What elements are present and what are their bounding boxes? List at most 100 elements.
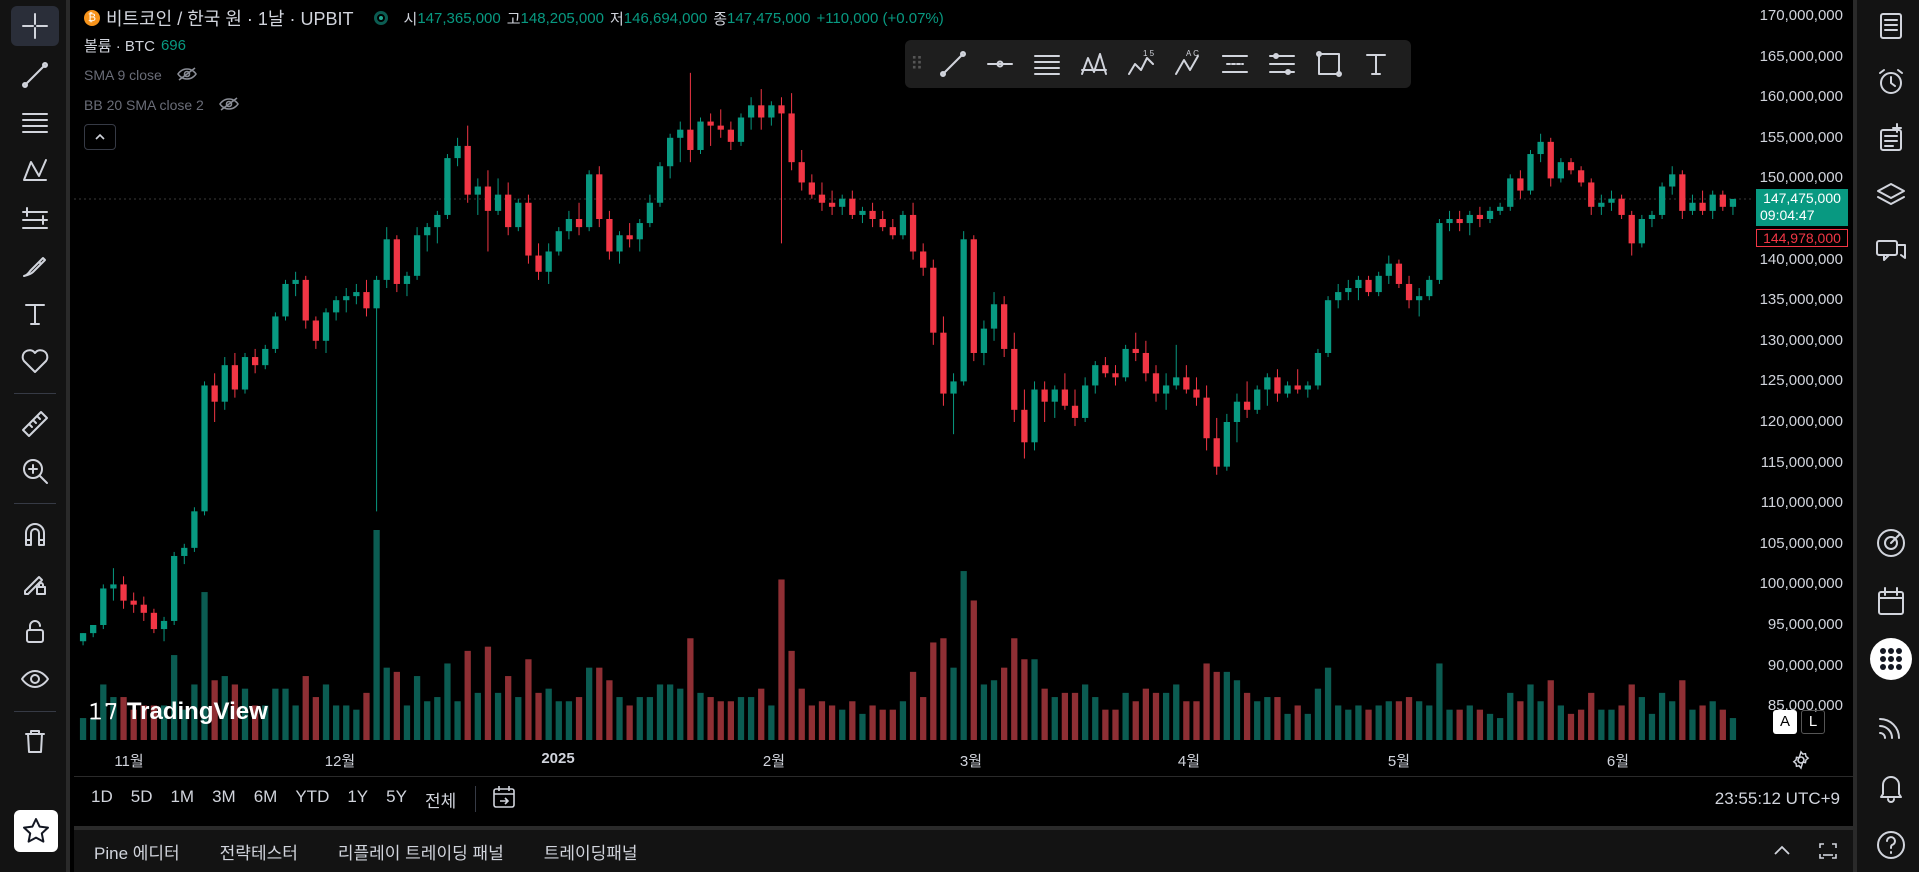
collapse-legend-button[interactable]	[84, 124, 116, 150]
text-tool-icon[interactable]	[11, 294, 59, 334]
abc-wave-icon[interactable]: A C	[1164, 40, 1211, 88]
bottom-tab[interactable]: 리플레이 트레이딩 패널	[337, 843, 504, 863]
range-button[interactable]: 3M	[212, 786, 236, 806]
ruler-icon[interactable]	[11, 404, 59, 444]
last-price-tag[interactable]: 147,475,000 09:04:47	[1756, 189, 1848, 226]
calendar-icon[interactable]	[1869, 580, 1913, 624]
candle-body	[1466, 214, 1473, 224]
bottom-tab[interactable]: 트레이딩패널	[543, 843, 638, 863]
hidden-eye-icon[interactable]	[176, 66, 198, 85]
drag-handle-icon[interactable]: ⠿	[910, 53, 924, 74]
volume-legend-row[interactable]: 볼륨 · BTC 696	[84, 30, 944, 60]
candle-body	[920, 251, 927, 268]
candle-countdown: 09:04:47	[1760, 207, 1815, 223]
lock-icon[interactable]	[11, 611, 59, 651]
fib-levels-icon[interactable]	[1023, 40, 1070, 88]
visibility-eye-icon[interactable]	[11, 659, 59, 699]
candle-body	[353, 292, 360, 297]
range-button[interactable]: 전체	[424, 791, 457, 811]
lock-drawing-icon[interactable]	[11, 563, 59, 603]
candle-body	[879, 219, 886, 228]
volume-bar	[1618, 705, 1625, 740]
trash-icon[interactable]	[11, 721, 59, 761]
watchlist-icon[interactable]	[1869, 4, 1913, 48]
volume-bar	[909, 671, 917, 740]
chevron-up-icon[interactable]	[1770, 839, 1794, 863]
bottom-tab[interactable]: 전략테스터	[219, 843, 298, 863]
crosshair-icon[interactable]	[11, 6, 59, 46]
candle-body	[1162, 385, 1170, 394]
volume-bar	[1071, 692, 1079, 740]
volume-bar	[1486, 713, 1494, 740]
volume-bar	[1233, 680, 1241, 740]
pattern-icon[interactable]	[11, 150, 59, 190]
candle-body	[312, 320, 320, 341]
volume-label: 볼륨 · BTC	[84, 37, 155, 55]
favorites-heart-icon[interactable]	[11, 341, 59, 381]
object-tree-plus-icon[interactable]	[1869, 116, 1913, 160]
chart-settings-gear-icon[interactable]	[1789, 748, 1813, 777]
go-to-date-calendar-icon[interactable]	[490, 783, 518, 816]
volume-bar	[1496, 718, 1504, 740]
price-tick: 155,000,000	[1759, 128, 1843, 146]
apps-grid-icon[interactable]	[1870, 638, 1912, 680]
log-scale-button[interactable]: L	[1801, 710, 1825, 734]
bb-legend-row[interactable]: BB 20 SMA close 2	[84, 90, 944, 120]
elliott-wave-icon[interactable]: 1 5	[1117, 40, 1164, 88]
price-range-icon[interactable]	[1258, 40, 1305, 88]
volume-bar	[1577, 709, 1585, 740]
range-button[interactable]: YTD	[295, 786, 330, 806]
candle-body	[849, 198, 856, 215]
sma-legend-row[interactable]: SMA 9 close	[84, 60, 944, 90]
horizontal-ray-icon[interactable]	[976, 40, 1023, 88]
volume-bar	[768, 705, 775, 740]
chat-icon[interactable]	[1869, 228, 1913, 272]
line-tool-icon[interactable]	[929, 40, 976, 88]
tradingview-watermark[interactable]: 𝟷𝟽 TradingView	[88, 698, 268, 726]
forecast-icon[interactable]	[11, 198, 59, 238]
range-button[interactable]: 5Y	[386, 786, 407, 806]
help-icon[interactable]	[1869, 823, 1913, 867]
candle-body	[1092, 365, 1099, 386]
range-button[interactable]: 1D	[91, 786, 113, 806]
broadcast-feed-icon[interactable]	[1869, 705, 1913, 749]
range-button[interactable]: 5D	[130, 786, 153, 806]
range-button[interactable]: 6M	[253, 786, 278, 806]
chart-pane[interactable]	[74, 0, 1854, 762]
volume-bar	[1517, 701, 1524, 740]
trend-line-icon[interactable]	[11, 55, 59, 95]
time-axis[interactable]: 11월 12월 2025 2월 3월 4월 5월 6월	[74, 740, 1854, 774]
candle-body	[1304, 385, 1311, 390]
market-status-dot[interactable]	[373, 11, 388, 25]
candle-body	[363, 292, 370, 309]
maximize-panel-icon[interactable]	[1816, 839, 1840, 863]
ohlc-close-label: 종	[713, 10, 728, 28]
radar-icon[interactable]	[1869, 521, 1913, 565]
text-annotation-icon[interactable]	[1352, 40, 1399, 88]
layers-icon[interactable]	[1869, 172, 1913, 216]
date-range-icon[interactable]	[1211, 40, 1258, 88]
brush-icon[interactable]	[11, 246, 59, 286]
symbol-title[interactable]: 비트코인 / 한국 원 · 1날 · UPBIT	[106, 9, 354, 29]
range-button[interactable]: 1M	[170, 786, 195, 806]
previous-close-tag[interactable]: 144,978,000	[1756, 229, 1848, 247]
watchlist-star-icon[interactable]	[14, 810, 58, 852]
alarm-clock-icon[interactable]	[1869, 60, 1913, 104]
hidden-eye-icon[interactable]	[218, 96, 240, 115]
volume-bar	[110, 697, 117, 740]
fib-retracement-icon[interactable]	[11, 102, 59, 142]
range-button[interactable]: 1Y	[347, 786, 369, 806]
timezone-clock[interactable]: 23:55:12 UTC+9	[1714, 789, 1840, 808]
magnet-icon[interactable]	[11, 515, 59, 555]
zoom-in-icon[interactable]	[11, 451, 59, 491]
auto-scale-button[interactable]: A	[1773, 710, 1797, 734]
price-axis[interactable]: 170,000,000 165,000,000 160,000,000 155,000…	[1745, 0, 1851, 740]
volume-bar	[758, 688, 765, 740]
xabcd-pattern-icon[interactable]	[1070, 40, 1117, 88]
bottom-tab[interactable]: Pine 에디터	[94, 843, 180, 863]
rectangle-icon[interactable]	[1305, 40, 1352, 88]
notification-bell-icon[interactable]	[1869, 765, 1913, 809]
candle-body	[383, 239, 390, 280]
volume-bars	[79, 530, 1737, 740]
price-chart-canvas[interactable]	[74, 0, 1854, 762]
